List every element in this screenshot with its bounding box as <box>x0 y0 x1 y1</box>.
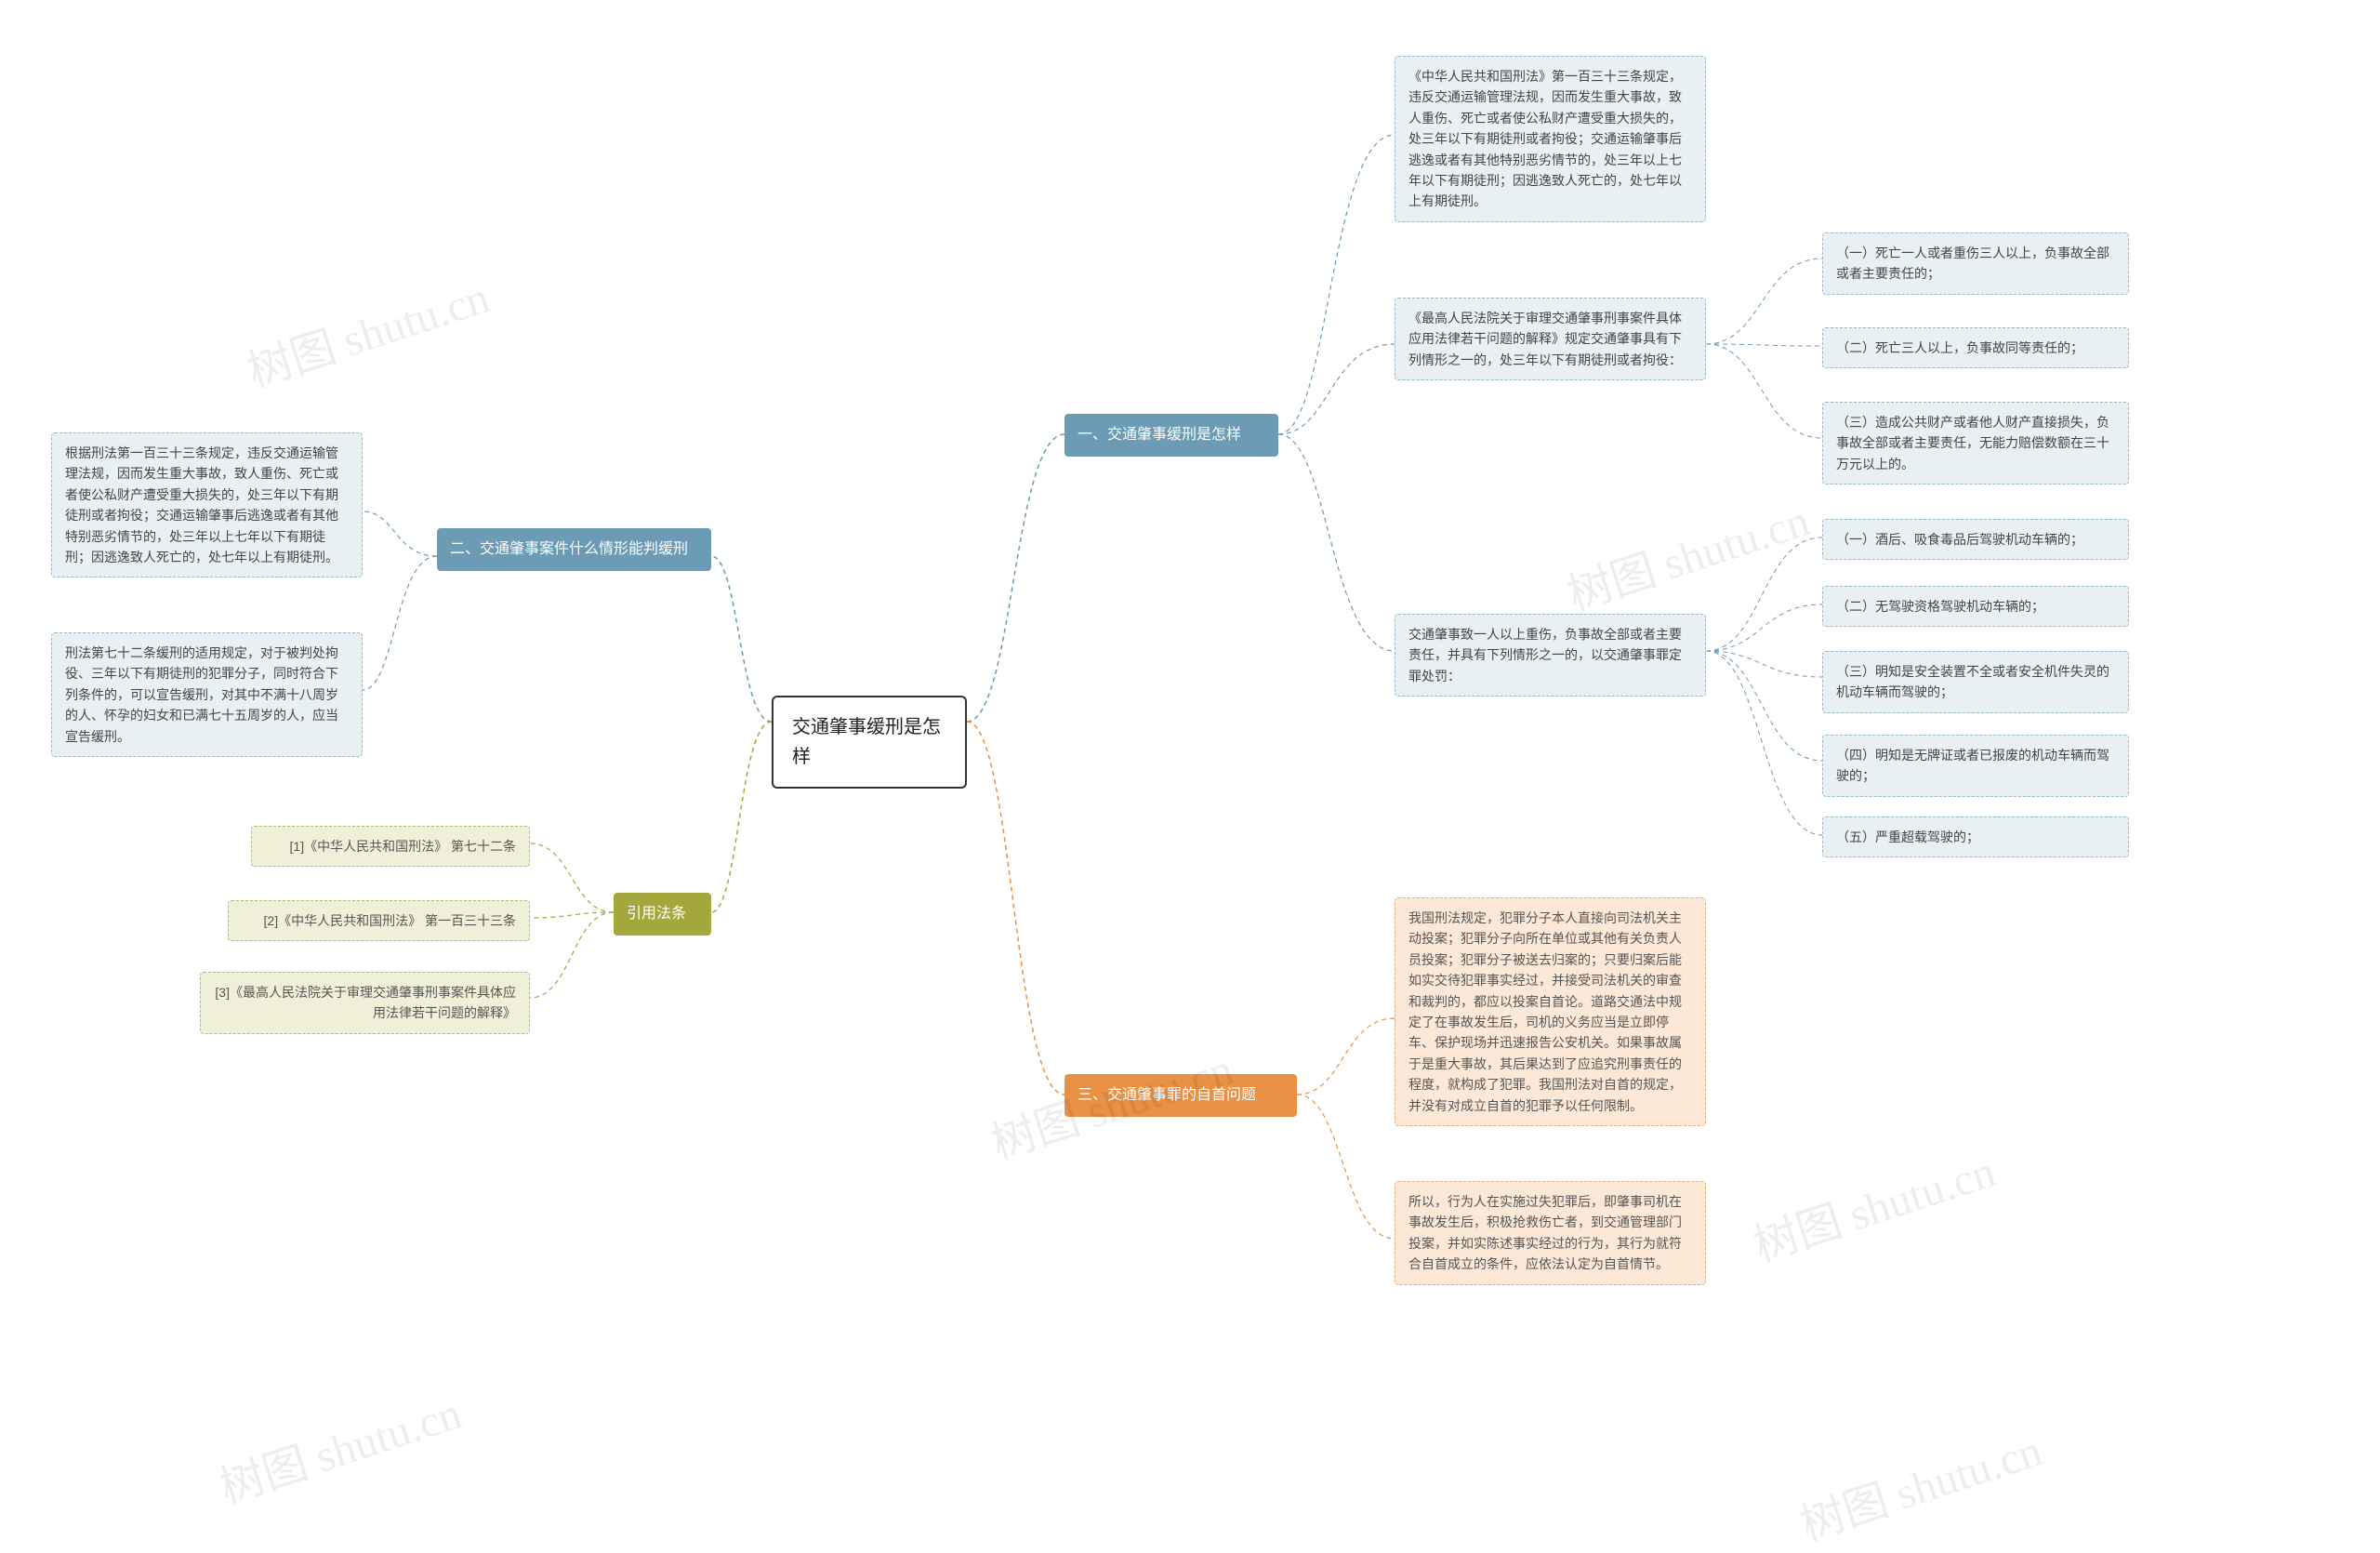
leaf-r1b: 《最高人民法院关于审理交通肇事刑事案件具体应用法律若干问题的解释》规定交通肇事具… <box>1395 298 1706 380</box>
root-node[interactable]: 交通肇事缓刑是怎样 <box>772 696 967 789</box>
leaf-r2a: 我国刑法规定，犯罪分子本人直接向司法机关主动投案；犯罪分子向所在单位或其他有关负… <box>1395 897 1706 1126</box>
watermark: 树图 shutu.cn <box>1558 484 1817 623</box>
watermark: 树图 shutu.cn <box>238 260 496 400</box>
leaf-l1b: 刑法第七十二条缓刑的适用规定，对于被判处拘役、三年以下有期徒刑的犯罪分子，同时符… <box>51 632 363 757</box>
leaf-r1b3: （三）造成公共财产或者他人财产直接损失，负事故全部或者主要责任，无能力赔偿数额在… <box>1822 402 2129 484</box>
leaf-r1b2: （二）死亡三人以上，负事故同等责任的； <box>1822 327 2129 368</box>
watermark: 树图 shutu.cn <box>210 1376 469 1516</box>
leaf-r1c3: （三）明知是安全装置不全或者安全机件失灵的机动车辆而驾驶的； <box>1822 651 2129 713</box>
leaf-l2a: [1]《中华人民共和国刑法》 第七十二条 <box>251 826 530 867</box>
branch-l1[interactable]: 二、交通肇事案件什么情形能判缓刑 <box>437 528 711 571</box>
leaf-r1c2: （二）无驾驶资格驾驶机动车辆的； <box>1822 586 2129 627</box>
leaf-r1b1: （一）死亡一人或者重伤三人以上，负事故全部或者主要责任的； <box>1822 232 2129 295</box>
branch-l2[interactable]: 引用法条 <box>614 893 711 936</box>
leaf-l1a: 根据刑法第一百三十三条规定，违反交通运输管理法规，因而发生重大事故，致人重伤、死… <box>51 432 363 577</box>
leaf-r1c5: （五）严重超载驾驶的； <box>1822 816 2129 857</box>
leaf-r1a: 《中华人民共和国刑法》第一百三十三条规定，违反交通运输管理法规，因而发生重大事故… <box>1395 56 1706 222</box>
watermark: 树图 shutu.cn <box>1791 1414 2049 1553</box>
branch-r2[interactable]: 三、交通肇事罪的自首问题 <box>1064 1074 1297 1117</box>
watermark: 树图 shutu.cn <box>1744 1135 2003 1274</box>
leaf-l2b: [2]《中华人民共和国刑法》 第一百三十三条 <box>228 900 530 941</box>
leaf-r1c4: （四）明知是无牌证或者已报废的机动车辆而驾驶的； <box>1822 735 2129 797</box>
leaf-l2c: [3]《最高人民法院关于审理交通肇事刑事案件具体应用法律若干问题的解释》 <box>200 972 530 1034</box>
leaf-r2b: 所以，行为人在实施过失犯罪后，即肇事司机在事故发生后，积极抢救伤亡者，到交通管理… <box>1395 1181 1706 1285</box>
leaf-r1c1: （一）酒后、吸食毒品后驾驶机动车辆的； <box>1822 519 2129 560</box>
leaf-r1c: 交通肇事致一人以上重伤，负事故全部或者主要责任，并具有下列情形之一的，以交通肇事… <box>1395 614 1706 697</box>
branch-r1[interactable]: 一、交通肇事缓刑是怎样 <box>1064 414 1278 457</box>
